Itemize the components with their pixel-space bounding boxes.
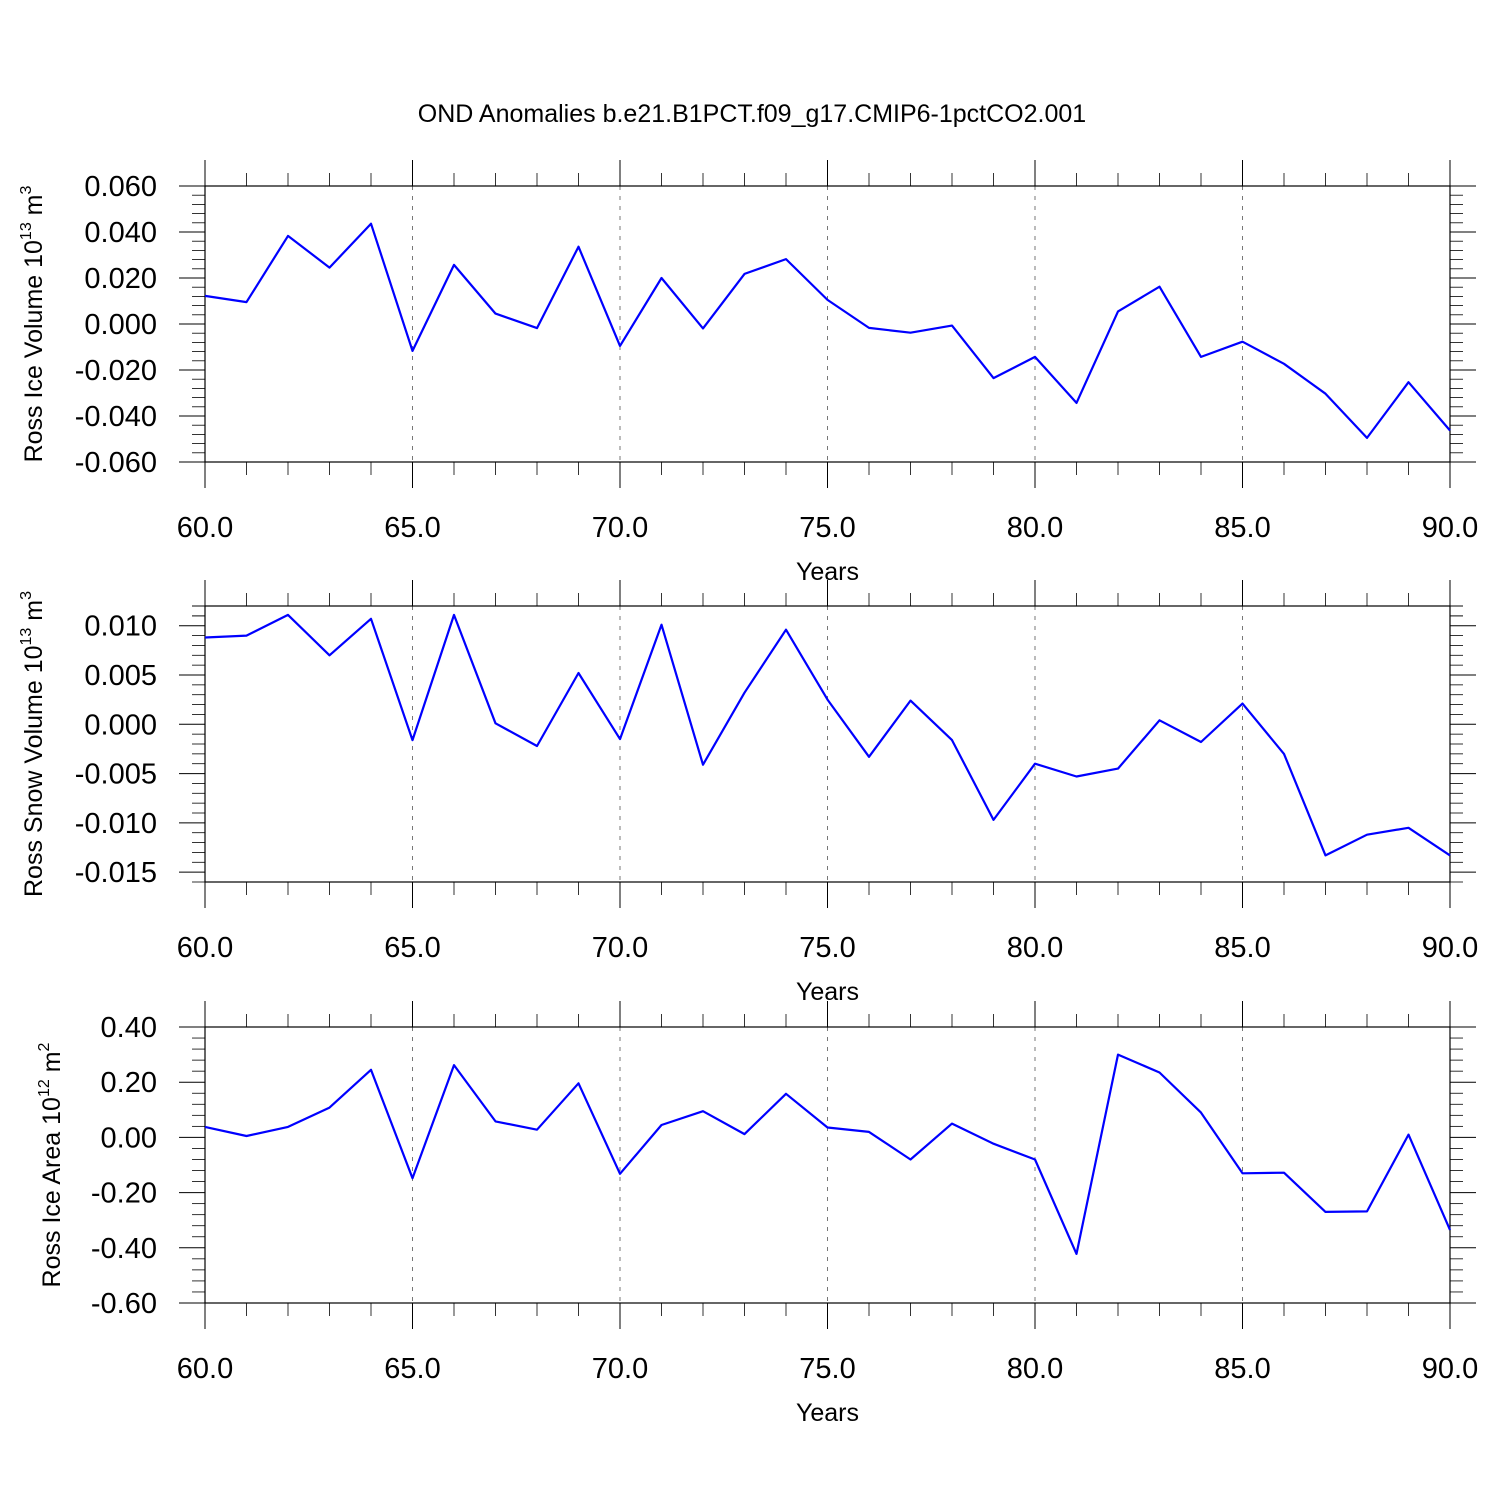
x-tick-label: 80.0 [1007, 932, 1063, 964]
y-axis-label: Ross Snow Volume 1013 m3 [18, 591, 48, 897]
x-tick-label: 80.0 [1007, 512, 1063, 544]
y-tick-label: -0.40 [91, 1233, 157, 1265]
y-tick-label: 0.060 [84, 171, 157, 203]
x-tick-label: 65.0 [384, 512, 440, 544]
y-tick-label: 0.010 [84, 611, 157, 643]
y-tick-label: 0.040 [84, 217, 157, 249]
series-line [204, 222, 1451, 439]
x-axis-label: Years [796, 1399, 859, 1427]
y-tick-label: -0.020 [75, 355, 157, 387]
x-tick-label: 60.0 [177, 932, 233, 964]
x-tick-label: 90.0 [1422, 932, 1478, 964]
y-axis-label-unit: m [20, 600, 48, 628]
y-axis-label-exponent: 12 [36, 1079, 53, 1097]
x-tick-label: 70.0 [592, 1353, 648, 1385]
y-axis-label-unit: m [38, 1051, 66, 1079]
y-tick-label: -0.010 [75, 808, 157, 840]
y-axis-label-exponent: 13 [18, 628, 35, 646]
x-tick-label: 65.0 [384, 932, 440, 964]
y-tick-label: 0.40 [101, 1012, 157, 1044]
y-axis-label-text: Ross Ice Area 10 [38, 1097, 66, 1287]
x-tick-label: 65.0 [384, 1353, 440, 1385]
x-tick-label: 90.0 [1422, 1353, 1478, 1385]
y-axis-label-text: Ross Ice Volume 10 [20, 240, 48, 462]
panel-3: 0.40 0.20 0.00 -0.20 -0.40 -0.60 60.0 65.0 70.0 7… [36, 1001, 1478, 1427]
x-tick-label: 60.0 [177, 512, 233, 544]
y-axis-label-text: Ross Snow Volume 10 [20, 645, 48, 897]
chart-title: OND Anomalies b.e21.B1PCT.f09_g17.CMIP6-… [418, 100, 1086, 128]
y-axis-label-exponent: 13 [18, 222, 35, 240]
y-tick-label: 0.20 [101, 1067, 157, 1099]
y-axis-label: Ross Ice Volume 1013 m3 [18, 185, 48, 462]
y-tick-label: -0.005 [75, 759, 157, 791]
y-axis-label-unit-exponent: 3 [18, 185, 35, 194]
y-axis-label-unit-exponent: 2 [36, 1042, 53, 1051]
panel-1: 0.060 0.040 0.020 0.000 -0.020 -0.040 -0.060 60… [18, 160, 1478, 586]
x-tick-label: 80.0 [1007, 1353, 1063, 1385]
y-tick-label: -0.040 [75, 401, 157, 433]
y-tick-label: -0.060 [75, 447, 157, 479]
y-axis-label-unit: m [20, 194, 48, 222]
y-tick-label: 0.000 [84, 309, 157, 341]
x-tick-label: 75.0 [799, 512, 855, 544]
x-tick-label: 75.0 [799, 1353, 855, 1385]
y-axis-label-unit-exponent: 3 [18, 591, 35, 600]
x-tick-label: 60.0 [177, 1353, 233, 1385]
y-tick-label: -0.015 [75, 857, 157, 889]
y-tick-label: -0.20 [91, 1178, 157, 1210]
y-tick-label: 0.00 [101, 1122, 157, 1154]
y-tick-label: -0.60 [91, 1288, 157, 1320]
x-tick-label: 70.0 [592, 932, 648, 964]
x-tick-label: 90.0 [1422, 512, 1478, 544]
x-tick-label: 70.0 [592, 512, 648, 544]
series-line [204, 613, 1451, 857]
x-tick-label: 85.0 [1214, 932, 1270, 964]
panel-2: 0.010 0.005 0.000 -0.005 -0.010 -0.015 60.0 65.… [18, 580, 1478, 1006]
y-tick-label: 0.020 [84, 263, 157, 295]
y-tick-label: 0.005 [84, 660, 157, 692]
series-line [204, 1053, 1452, 1256]
x-tick-label: 75.0 [799, 932, 855, 964]
x-tick-label: 85.0 [1214, 512, 1270, 544]
y-tick-label: 0.000 [84, 709, 157, 741]
y-axis-label: Ross Ice Area 1012 m2 [36, 1042, 66, 1287]
x-tick-label: 85.0 [1214, 1353, 1270, 1385]
